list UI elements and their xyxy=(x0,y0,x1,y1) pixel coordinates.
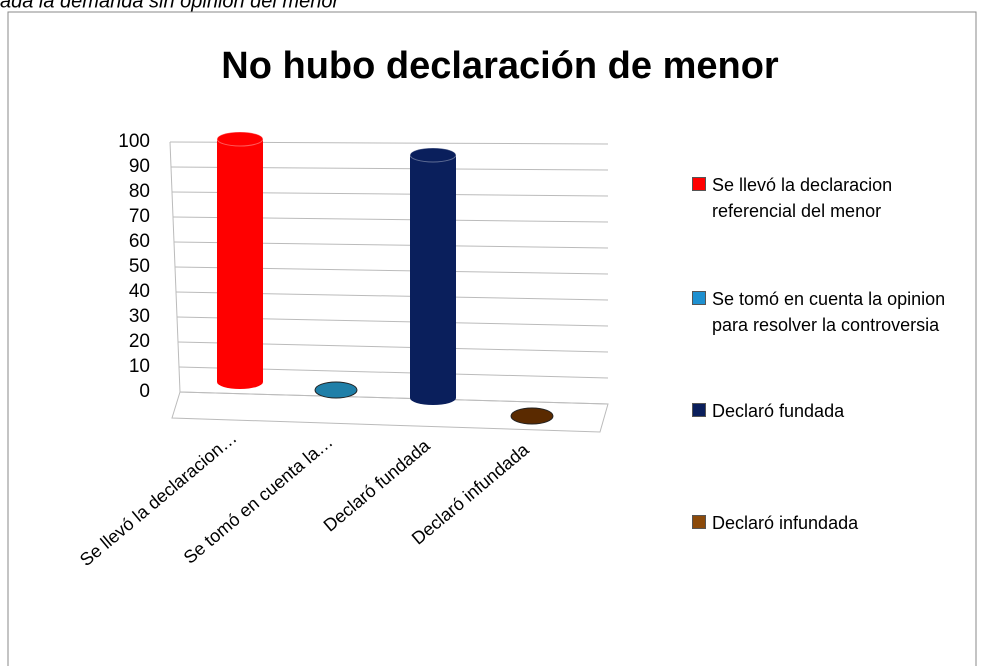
y-tick-label: 0 xyxy=(139,381,150,402)
bar xyxy=(510,407,554,425)
legend-item: Se tomó en cuenta la opinion para resolv… xyxy=(692,286,972,338)
y-tick-label: 30 xyxy=(129,306,150,327)
y-tick-label: 70 xyxy=(129,206,150,227)
legend-label: Se llevó la declaracion referencial del … xyxy=(712,175,893,221)
bar-part xyxy=(409,147,457,163)
y-tick-label: 60 xyxy=(129,231,150,252)
bar xyxy=(314,381,358,399)
y-tick-label: 50 xyxy=(129,256,150,277)
legend-item: Declaró fundada xyxy=(692,398,972,424)
bar-part xyxy=(510,407,554,425)
legend-label: Se tomó en cuenta la opinion para resolv… xyxy=(712,289,946,335)
y-tick-label: 40 xyxy=(129,281,150,302)
legend-item: Declaró infundada xyxy=(692,510,972,536)
y-tick-label: 90 xyxy=(129,156,150,177)
x-tick-label: Se llevó la declaracion… xyxy=(76,427,241,570)
legend-swatch xyxy=(692,291,706,305)
y-tick-label: 20 xyxy=(129,331,150,352)
bar-part xyxy=(314,381,358,399)
legend-swatch xyxy=(692,515,706,529)
y-tick-label: 80 xyxy=(129,181,150,202)
y-tick-label: 100 xyxy=(118,131,150,152)
grid-line xyxy=(179,391,609,405)
bar-part xyxy=(410,155,456,405)
legend-label: Declaró fundada xyxy=(712,401,845,421)
x-tick-label: Declaró fundada xyxy=(320,435,435,536)
bar-part xyxy=(216,131,264,147)
chart-title: No hubo declaración de menor xyxy=(221,45,779,87)
legend-item: Se llevó la declaracion referencial del … xyxy=(692,172,972,224)
caption: ada la demanda sin opinion del menor xyxy=(0,0,340,12)
legend-swatch xyxy=(692,403,706,417)
chart-border xyxy=(7,11,977,666)
bar xyxy=(216,131,264,389)
y-tick-label: 10 xyxy=(129,356,150,377)
bar xyxy=(409,147,457,405)
legend-swatch xyxy=(692,177,706,191)
legend-label: Declaró infundada xyxy=(712,513,859,533)
bar-part xyxy=(217,139,263,389)
